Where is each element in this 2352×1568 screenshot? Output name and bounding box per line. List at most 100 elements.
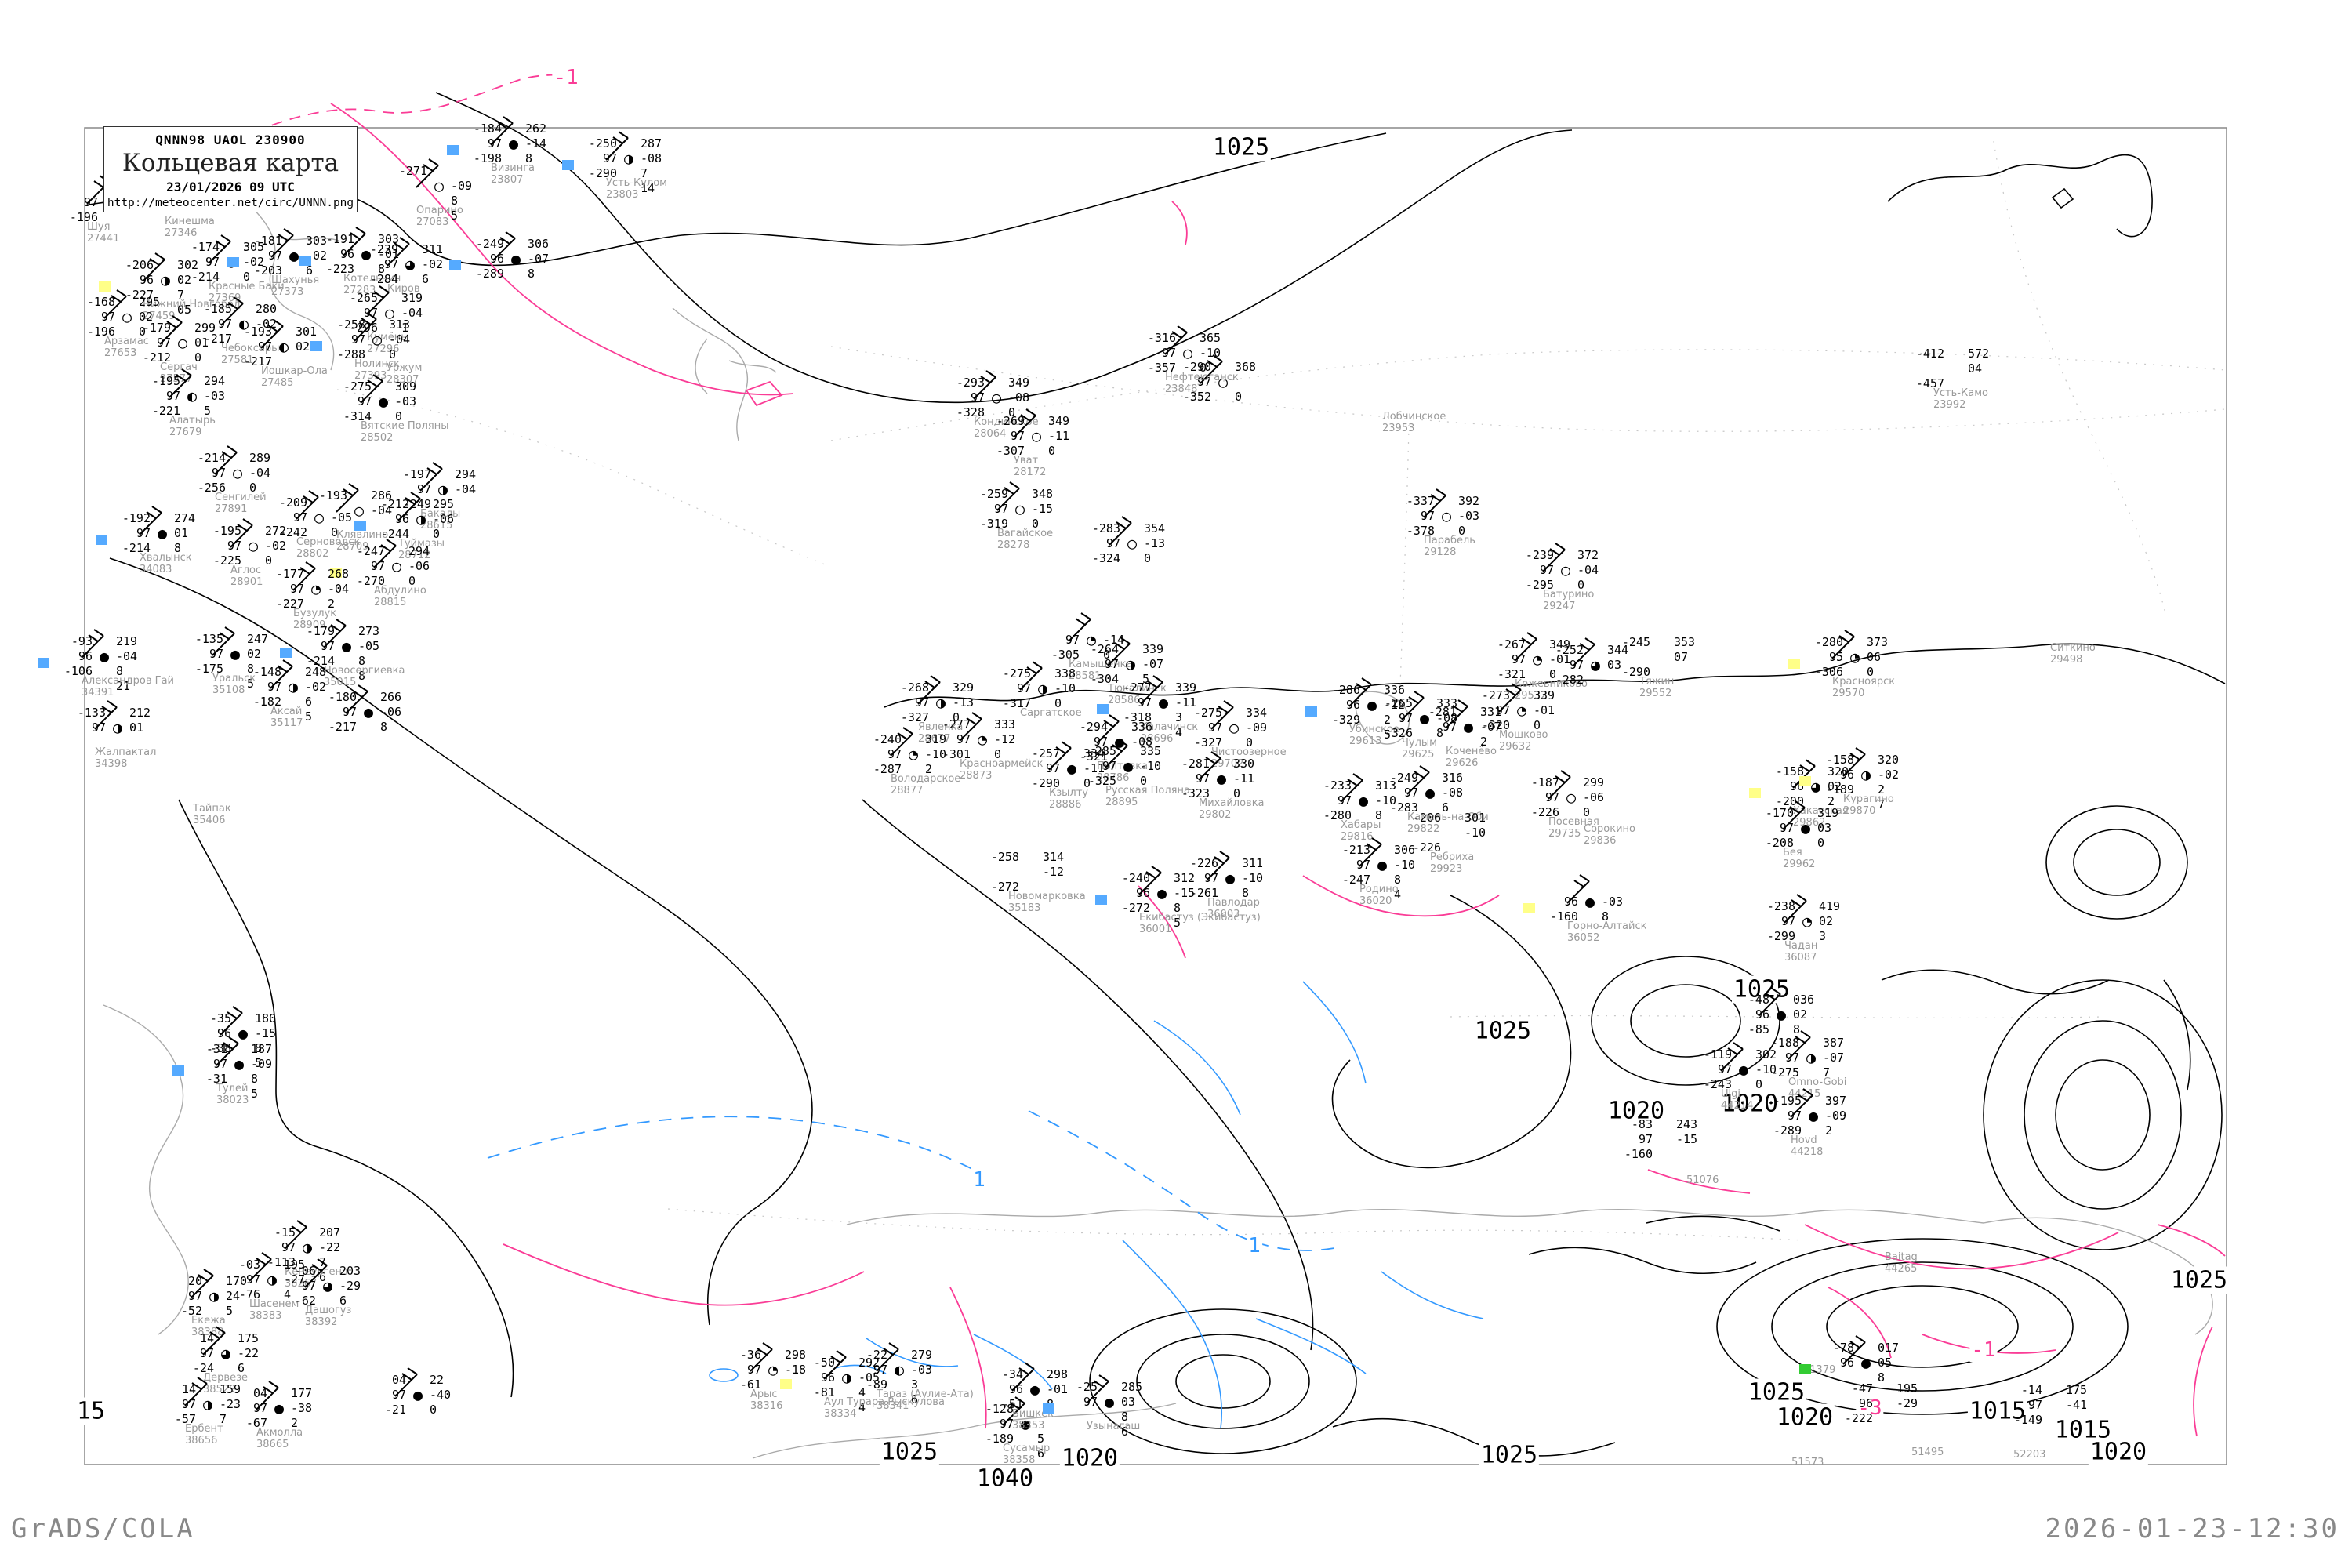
station-temperature: -158: [1775, 764, 1804, 779]
station-weather-code: 0: [1235, 390, 1243, 404]
isallobar-label: 1: [1247, 1234, 1262, 1258]
negative-isallobar-line: [236, 74, 562, 140]
station-values: -275 338 97 ◑ -10 -317 0: [996, 666, 1089, 726]
station-plot: -180 266 97 ● -06 -217 8: [322, 684, 415, 750]
station-pressure-tendency: -01: [1549, 652, 1571, 666]
station-pressure-tendency: -23: [220, 1397, 241, 1411]
cloud-cover-icon: ●: [1367, 695, 1377, 714]
station-weather-code: 0: [139, 325, 147, 339]
station-plot: -148 248 97 ◑ -02 -182 6 5 Аксай 35117: [247, 659, 339, 729]
station-humidity: 97: [1442, 720, 1457, 734]
wind-barb-icon: [220, 296, 244, 326]
station-name: Новомарковка 35183: [1008, 891, 1086, 914]
station-humidity: 97: [993, 502, 1008, 516]
station-humidity: 97: [1356, 858, 1370, 872]
station-extra-code: 14: [641, 181, 655, 195]
station-plot: -78 017 96 ● 05 8: [1799, 1335, 1912, 1400]
cloud-cover-icon: [1443, 826, 1463, 840]
precip-marker-square: [1097, 704, 1109, 714]
station-weather-code: [1895, 1411, 1931, 1426]
precip-marker-square: [1305, 706, 1317, 717]
graticule-line: [830, 346, 2226, 432]
cloud-cover-icon: ●: [274, 1399, 285, 1417]
station-dewpoint: -217: [243, 354, 272, 368]
station-dewpoint: -272: [1121, 901, 1150, 915]
station-pressure-tendency: -38: [291, 1401, 313, 1415]
station-temperature: -275: [1002, 666, 1031, 681]
station-extra-code: 5: [305, 710, 313, 724]
station-weather-code: 0: [1140, 774, 1148, 788]
graticule-line: [830, 349, 2226, 441]
station-pressure-tendency: -07: [1480, 720, 1502, 734]
station-pressure-tendency: -22: [238, 1346, 260, 1360]
station-humidity: 97: [350, 332, 365, 347]
cloud-cover-icon: ●: [412, 1385, 423, 1404]
station-geopotential: 299: [194, 321, 216, 335]
station-plot: -48 036 96 ● 02 -85 8: [1735, 987, 1828, 1052]
station-plot: 04 22 97 ● -40 -21 0: [372, 1367, 464, 1432]
station-weather-code: 4: [858, 1385, 866, 1399]
cloud-cover-icon: ◑: [267, 1270, 278, 1289]
station-pressure-tendency: -04: [328, 582, 350, 596]
station-geopotential: 286: [371, 488, 393, 503]
station-humidity: 97: [320, 639, 335, 653]
station-humidity: 97: [1511, 652, 1526, 666]
station-humidity: 97: [212, 1057, 227, 1071]
station-temperature: -277: [1123, 681, 1152, 695]
station-name: Аксай 35117: [270, 706, 303, 729]
station-plot: -238 419 97 ◔ 02 -299 3 Чадан 36087: [1761, 894, 1853, 964]
station-name: Хабары 29816: [1341, 819, 1381, 843]
station-name: Родино 36020: [1359, 884, 1399, 907]
station-geopotential: 316: [1442, 771, 1464, 785]
station-name: Кинешма 27346: [165, 216, 215, 239]
station-plot: -209 97 ○ -05 -242 0 Серноводск 28802: [273, 490, 365, 560]
station-plot: -206 301 -10 -226 Ребриха 29923: [1406, 811, 1499, 875]
station-temperature: -264: [1090, 642, 1119, 656]
precip-marker-square: [227, 257, 239, 267]
station-values: -239 311 97 ◕ -02 -284 6: [364, 242, 456, 302]
wind-barb-icon: [1348, 677, 1372, 707]
station-humidity: 97: [83, 195, 98, 209]
station-pressure-tendency: -06: [1583, 790, 1605, 804]
cloud-cover-icon: ●: [1158, 693, 1169, 712]
station-geopotential: 298: [1047, 1367, 1069, 1381]
cloud-cover-icon: ○: [232, 463, 243, 482]
station-values: -22 279 97 ◐ -03 -89 3 6: [853, 1348, 946, 1407]
wind-barb-icon: [1566, 874, 1590, 904]
station-values: -281 330 97 ● -11 -323 0: [1175, 757, 1268, 816]
station-name: Лобчинское 23953: [1382, 411, 1446, 434]
station-weather-code: 3: [911, 1377, 919, 1392]
station-dewpoint: -307: [996, 444, 1025, 458]
cloud-cover-icon: ●: [378, 392, 389, 411]
station-plot: -191 303 96 ● -01 -223 8 Котельнич 27283: [299, 227, 412, 296]
station-pressure-tendency: -22: [319, 1240, 341, 1254]
station-values: -184 262 97 ● -14 -198 8: [467, 122, 560, 181]
station-pressure-tendency: -41: [2066, 1398, 2088, 1412]
station-humidity: 97: [2027, 1398, 2042, 1412]
station-dewpoint: -208: [1765, 836, 1794, 850]
station-plot: 96 ● -03 -160 8 Горно-Алтайск 36052: [1523, 874, 1646, 944]
station-humidity: 96: [1345, 698, 1360, 712]
station-dewpoint: -221: [151, 404, 180, 418]
station-name: Бузулук 28909: [293, 608, 337, 631]
wind-barb-icon: [917, 675, 941, 705]
station-temperature: -206: [125, 258, 154, 272]
wind-barb-icon: [1096, 714, 1120, 744]
station-pressure-tendency: -04: [1577, 563, 1599, 577]
station-extra-code: [1606, 688, 1642, 702]
wind-barb-icon: [169, 368, 192, 398]
station-values: -281 331 97 ● -07 2: [1422, 705, 1515, 764]
cloud-cover-icon: ◔: [1516, 701, 1527, 720]
station-dewpoint: -287: [873, 762, 902, 776]
precip-marker-square: [1749, 788, 1761, 798]
station-pressure-tendency: 03: [1817, 821, 1832, 835]
station-dewpoint: -81: [813, 1385, 835, 1399]
cloud-cover-icon: ●: [99, 647, 110, 666]
station-values: -158 320 96 ◕ 02 -200 2: [1769, 764, 1862, 824]
station-pressure-tendency: -10: [1242, 871, 1264, 885]
station-temperature: -195: [151, 374, 180, 388]
station-pressure-tendency: -13: [953, 695, 975, 710]
isobar-label: 1025: [1472, 1017, 1534, 1045]
station-pressure-tendency: -06: [408, 559, 430, 573]
